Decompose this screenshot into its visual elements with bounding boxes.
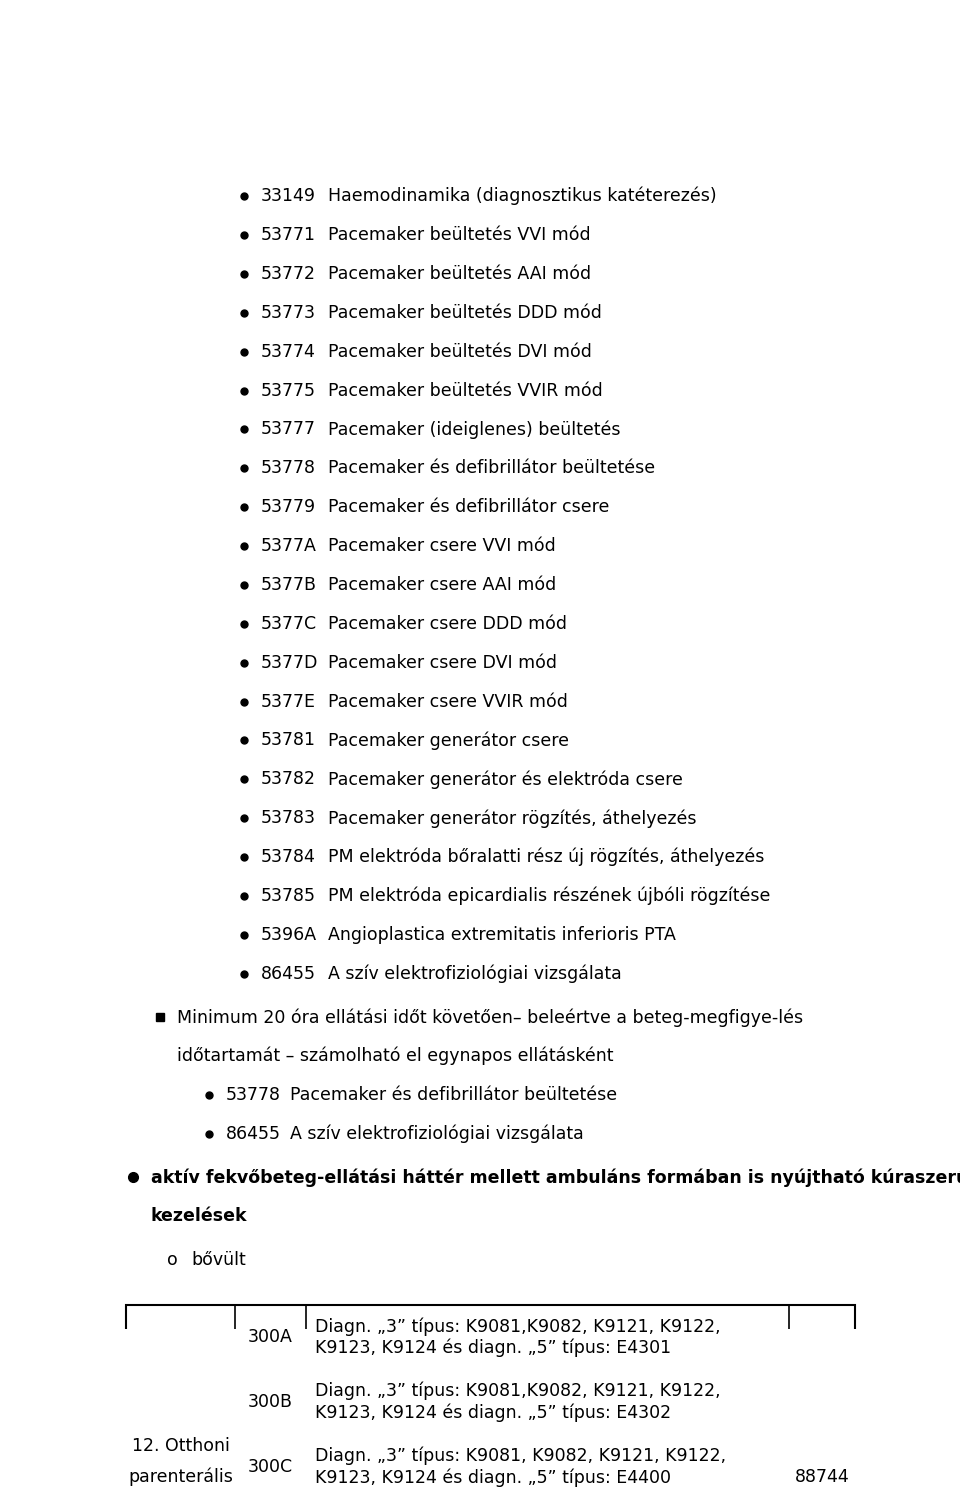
Text: 53773: 53773: [261, 303, 316, 322]
Text: 53778: 53778: [227, 1085, 281, 1105]
Text: 86455: 86455: [227, 1124, 281, 1144]
Text: Minimum 20 óra ellátási időt követően– beleértve a beteg-megfigye-lés: Minimum 20 óra ellátási időt követően– b…: [177, 1008, 803, 1027]
Text: aktív fekvőbeteg-ellátási háttér mellett ambuláns formában is nyújtható kúraszer: aktív fekvőbeteg-ellátási háttér mellett…: [151, 1168, 960, 1187]
Text: 300A: 300A: [248, 1329, 293, 1347]
Text: 300B: 300B: [248, 1393, 293, 1411]
Text: 53783: 53783: [261, 809, 316, 827]
Text: Pacemaker csere DDD mód: Pacemaker csere DDD mód: [327, 615, 566, 633]
Text: K9123, K9124 és diagn. „5” típus: E4301: K9123, K9124 és diagn. „5” típus: E4301: [315, 1339, 671, 1357]
Text: Pacemaker és defibrillátor beültetése: Pacemaker és defibrillátor beültetése: [291, 1085, 617, 1105]
Text: 53772: 53772: [261, 264, 316, 282]
Text: 5377A: 5377A: [261, 537, 317, 555]
Text: parenterális: parenterális: [128, 1468, 233, 1486]
Text: 53771: 53771: [261, 225, 316, 243]
Text: Pacemaker generátor csere: Pacemaker generátor csere: [327, 732, 568, 749]
Text: Pacemaker beültetés VVI mód: Pacemaker beültetés VVI mód: [327, 225, 590, 243]
Text: 88744: 88744: [794, 1468, 850, 1486]
Text: Diagn. „3” típus: K9081,K9082, K9121, K9122,: Diagn. „3” típus: K9081,K9082, K9121, K9…: [315, 1317, 721, 1336]
Bar: [126, 1305, 854, 1493]
Text: Pacemaker generátor és elektróda csere: Pacemaker generátor és elektróda csere: [327, 770, 683, 788]
Text: o: o: [166, 1251, 178, 1269]
Text: kezelések: kezelések: [151, 1208, 248, 1226]
Text: Pacemaker csere VVIR mód: Pacemaker csere VVIR mód: [327, 693, 567, 711]
Text: Pacemaker csere AAI mód: Pacemaker csere AAI mód: [327, 576, 556, 594]
Text: A szív elektrofiziológiai vizsgálata: A szív elektrofiziológiai vizsgálata: [327, 964, 621, 982]
Text: 53778: 53778: [261, 460, 316, 478]
Text: időtartamát – számolható el egynapos ellátásként: időtartamát – számolható el egynapos ell…: [177, 1047, 613, 1066]
Text: Pacemaker és defibrillátor csere: Pacemaker és defibrillátor csere: [327, 499, 609, 517]
Text: Pacemaker csere DVI mód: Pacemaker csere DVI mód: [327, 654, 557, 672]
Text: 53777: 53777: [261, 421, 316, 439]
Text: 53775: 53775: [261, 382, 316, 400]
Text: Pacemaker és defibrillátor beültetése: Pacemaker és defibrillátor beültetése: [327, 460, 655, 478]
Text: 53782: 53782: [261, 770, 316, 788]
Text: Diagn. „3” típus: K9081, K9082, K9121, K9122,: Diagn. „3” típus: K9081, K9082, K9121, K…: [315, 1447, 727, 1465]
Text: PM elektróda epicardialis részének újbóli rögzítése: PM elektróda epicardialis részének újból…: [327, 887, 770, 905]
Text: Pacemaker beültetés DDD mód: Pacemaker beültetés DDD mód: [327, 303, 602, 322]
Text: Pacemaker beültetés DVI mód: Pacemaker beültetés DVI mód: [327, 342, 591, 361]
Text: Haemodinamika (diagnosztikus katéterezés): Haemodinamika (diagnosztikus katéterezés…: [327, 187, 716, 206]
Text: Pacemaker csere VVI mód: Pacemaker csere VVI mód: [327, 537, 556, 555]
Text: 53781: 53781: [261, 732, 316, 749]
Text: 12. Otthoni: 12. Otthoni: [132, 1436, 229, 1454]
Text: 5396A: 5396A: [261, 926, 317, 944]
Text: Diagn. „3” típus: K9081,K9082, K9121, K9122,: Diagn. „3” típus: K9081,K9082, K9121, K9…: [315, 1381, 721, 1400]
Text: 53784: 53784: [261, 848, 316, 866]
Text: 53779: 53779: [261, 499, 316, 517]
Text: 5377C: 5377C: [261, 615, 317, 633]
Text: Angioplastica extremitatis inferioris PTA: Angioplastica extremitatis inferioris PT…: [327, 926, 676, 944]
Text: 86455: 86455: [261, 964, 316, 982]
Text: K9123, K9124 és diagn. „5” típus: E4400: K9123, K9124 és diagn. „5” típus: E4400: [315, 1468, 671, 1487]
Text: Pacemaker (ideiglenes) beültetés: Pacemaker (ideiglenes) beültetés: [327, 420, 620, 439]
Text: Pacemaker beültetés AAI mód: Pacemaker beültetés AAI mód: [327, 264, 590, 282]
Text: 5377D: 5377D: [261, 654, 319, 672]
Text: bővült: bővült: [191, 1251, 246, 1269]
Text: K9123, K9124 és diagn. „5” típus: E4302: K9123, K9124 és diagn. „5” típus: E4302: [315, 1403, 671, 1423]
Text: 53785: 53785: [261, 887, 316, 905]
Text: 33149: 33149: [261, 187, 316, 205]
Text: Pacemaker generátor rögzítés, áthelyezés: Pacemaker generátor rögzítés, áthelyezés: [327, 809, 696, 827]
Text: 53774: 53774: [261, 342, 316, 361]
Text: A szív elektrofiziológiai vizsgálata: A szív elektrofiziológiai vizsgálata: [291, 1124, 585, 1144]
Text: 300C: 300C: [248, 1457, 293, 1475]
Text: 5377B: 5377B: [261, 576, 317, 594]
Text: Pacemaker beültetés VVIR mód: Pacemaker beültetés VVIR mód: [327, 382, 603, 400]
Text: 5377E: 5377E: [261, 693, 316, 711]
Text: PM elektróda bőralatti rész új rögzítés, áthelyezés: PM elektróda bőralatti rész új rögzítés,…: [327, 848, 764, 866]
